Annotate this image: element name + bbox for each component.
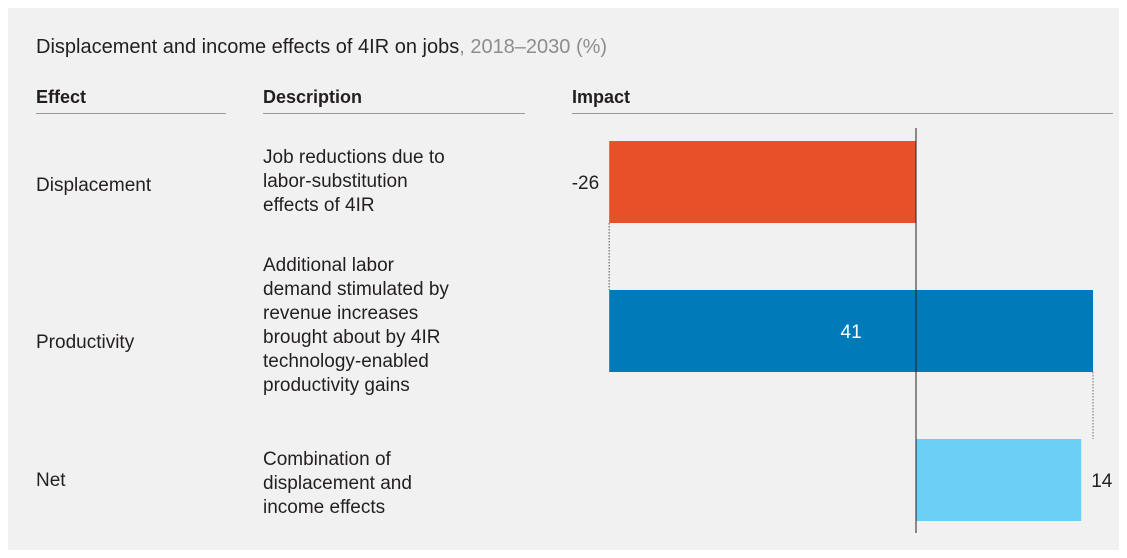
- description-line: demand stimulated by: [263, 279, 449, 300]
- data-label-productivity: 41: [841, 322, 862, 343]
- bar-displacement: [609, 141, 916, 223]
- description-line: income effects: [263, 497, 386, 518]
- data-label-displacement: -26: [572, 173, 599, 194]
- description-line: Job reductions due to: [263, 147, 445, 168]
- description-line: productivity gains: [263, 375, 410, 396]
- description-line: displacement and: [263, 473, 412, 494]
- title-subtitle: , 2018–2030 (%): [459, 36, 608, 58]
- row-description-productivity: Additional labor demand stimulated by re…: [263, 254, 449, 398]
- header-rule-effect: [36, 113, 226, 114]
- description-line: brought about by 4IR: [263, 327, 441, 348]
- header-rule-impact: [572, 113, 1113, 114]
- description-line: labor-substitution: [263, 171, 408, 192]
- description-line: effects of 4IR: [263, 195, 375, 216]
- title-main: Displacement and income effects of 4IR o…: [36, 36, 460, 58]
- chart-title: Displacement and income effects of 4IR o…: [36, 36, 607, 59]
- data-label-net: 14: [1091, 471, 1113, 492]
- header-impact: Impact: [572, 87, 631, 107]
- row-effect-productivity: Productivity: [36, 332, 135, 353]
- header-rule-description: [263, 113, 525, 114]
- description-line: revenue increases: [263, 303, 419, 324]
- header-description: Description: [263, 87, 363, 107]
- description-line: technology-enabled: [263, 351, 429, 372]
- row-description-net: Combination of displacement and income e…: [263, 448, 412, 520]
- header-effect: Effect: [36, 87, 87, 107]
- bar-net: [916, 439, 1082, 521]
- row-description-displacement: Job reductions due to labor-substitution…: [263, 146, 445, 218]
- description-line: Combination of: [263, 449, 391, 470]
- row-effect-net: Net: [36, 470, 66, 491]
- row-effect-displacement: Displacement: [36, 175, 152, 196]
- description-line: Additional labor: [263, 255, 394, 276]
- bar-productivity: [609, 290, 1093, 372]
